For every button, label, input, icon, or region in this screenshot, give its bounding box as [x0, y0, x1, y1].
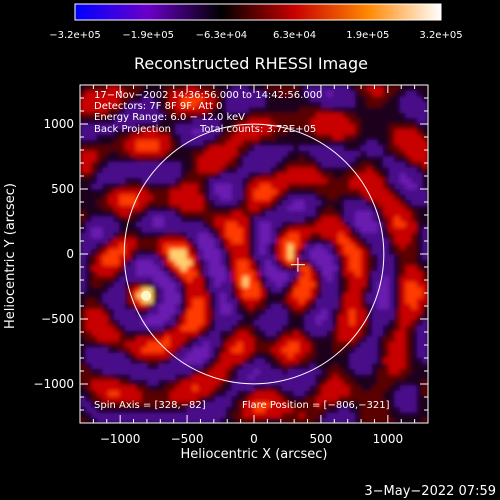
annotation-energy: Energy Range: 6.0 − 12.0 keV: [94, 112, 245, 123]
chart-title: Reconstructed RHESSI Image: [134, 54, 368, 73]
annotation-counts: Total counts: 3.72E+05: [199, 124, 316, 135]
spin-axis-marker: [290, 257, 305, 272]
solar-limb: [123, 123, 385, 385]
colorbar-tick-label: 1.9e+05: [346, 30, 389, 41]
y-tick-label: −1000: [33, 377, 74, 391]
annotation-method: Back Projection: [94, 124, 171, 135]
colorbar-tick-label: 3.2e+05: [419, 30, 462, 41]
colorbar-ticks: −3.2e+05 −1.9e+05 −6.3e+04 6.3e+04 1.9e+05 3.…: [49, 30, 462, 41]
colorbar-tick-label: −3.2e+05: [49, 30, 101, 41]
annotation-detectors: Detectors: 7F 8F 9F, Att 0: [94, 101, 222, 112]
intensity-cells: [80, 85, 428, 423]
x-tick-label: 500: [309, 432, 332, 446]
colorbar-tick-label: 6.3e+04: [273, 30, 316, 41]
colorbar-tick-label: −1.9e+05: [122, 30, 174, 41]
axis-ticks: −1000 −500 0 500 1000 −1000 −500 0 500 1000: [33, 85, 428, 446]
x-tick-label: 0: [250, 432, 258, 446]
colorbar: [74, 3, 442, 21]
x-tick-label: −1000: [100, 432, 141, 446]
x-axis-label: Heliocentric X (arcsec): [181, 447, 328, 462]
intensity-image: [80, 85, 428, 423]
timestamp: 3−May−2022 07:59: [364, 484, 496, 499]
annotation-time-range: 17−Nov−2002 14:36:56.000 to 14:42:56.000: [94, 90, 322, 101]
x-tick-label: 1000: [373, 432, 404, 446]
y-tick-label: −500: [41, 312, 74, 326]
y-tick-label: 1000: [43, 117, 74, 131]
y-tick-label: 0: [66, 247, 74, 261]
flare-source: [141, 290, 152, 301]
annotation-flare-position: Flare Position = [−806,−321]: [242, 400, 390, 411]
y-axis-label: Heliocentric Y (arcsec): [3, 183, 18, 329]
annotation-spin-axis: Spin Axis = [328,−82]: [94, 400, 206, 411]
x-tick-label: −500: [171, 432, 204, 446]
y-tick-label: 500: [51, 182, 74, 196]
colorbar-tick-label: −6.3e+04: [196, 30, 248, 41]
